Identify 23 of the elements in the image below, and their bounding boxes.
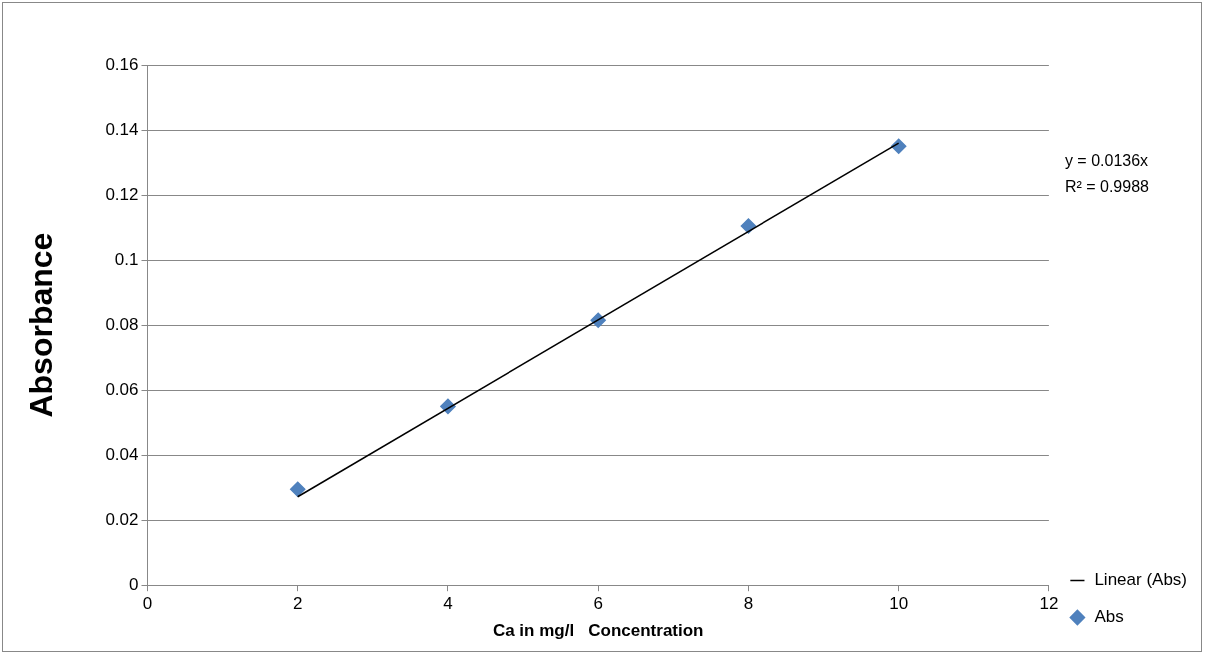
x-tick-label: 8 bbox=[743, 594, 754, 614]
y-tick-label: 0.1 bbox=[114, 249, 139, 269]
text: y = 0.0136x bbox=[1064, 152, 1149, 170]
text: R² = 0.9988 bbox=[1064, 178, 1150, 196]
x-tick-label: 6 bbox=[593, 594, 603, 614]
y-tick-label: 0.02 bbox=[105, 509, 139, 529]
x-tick-label: 4 bbox=[443, 594, 453, 614]
x-tick-label: 2 bbox=[292, 594, 303, 614]
y-tick-label: 0.04 bbox=[105, 444, 139, 464]
y-tick-label: 0.12 bbox=[105, 184, 139, 204]
x-axis-title: Ca in mg/l Concentration bbox=[492, 621, 704, 641]
y-axis-title: Absorbance bbox=[23, 232, 60, 418]
point bbox=[289, 481, 306, 498]
y-tick-label: 0.14 bbox=[105, 119, 139, 139]
y-tick-label: 0 bbox=[129, 574, 139, 594]
legend-label: Linear (Abs) bbox=[1094, 570, 1188, 590]
y-tick-label: 0.16 bbox=[105, 54, 139, 74]
x-tick-label: 10 bbox=[889, 594, 909, 614]
x-tick-label: 0 bbox=[142, 594, 153, 614]
y-tick-label: 0.08 bbox=[105, 314, 139, 334]
legend-label: Abs bbox=[1094, 607, 1124, 627]
x-tick-label: 12 bbox=[1039, 594, 1059, 614]
y-tick-label: 0.06 bbox=[105, 379, 139, 399]
